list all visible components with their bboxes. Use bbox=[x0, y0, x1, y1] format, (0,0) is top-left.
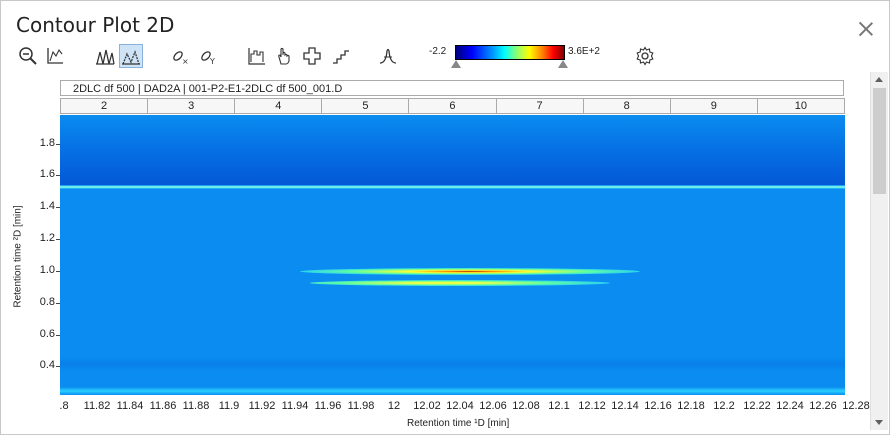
segment-label: 7 bbox=[497, 99, 584, 113]
segment-header: 2 3 4 5 6 7 8 9 10 bbox=[60, 98, 845, 114]
y-tick-label: 0.8 bbox=[39, 295, 55, 308]
window-title: Contour Plot 2D bbox=[16, 13, 175, 37]
colorbar-min-label: -2.2 bbox=[429, 46, 447, 57]
segment-label: 6 bbox=[409, 99, 497, 113]
contour-peaks-icon[interactable] bbox=[119, 44, 143, 68]
y-tick-mark bbox=[56, 302, 60, 304]
x-axis-label: Retention time ¹D [min] bbox=[407, 418, 510, 429]
scroll-up-icon[interactable] bbox=[875, 77, 883, 82]
y-tick-label: 1.2 bbox=[39, 232, 55, 245]
x-tick-label: .8 bbox=[59, 400, 69, 412]
colorbar-max-label: 3.6E+2 bbox=[568, 46, 600, 57]
svg-text:Y: Y bbox=[209, 57, 215, 66]
y-tick-mark bbox=[56, 366, 60, 368]
contour-plot-area[interactable] bbox=[60, 115, 845, 395]
x-tick-label: 11.94 bbox=[281, 400, 309, 412]
zoom-out-icon[interactable] bbox=[16, 44, 40, 68]
y-axis-label: Retention time ²D [min] bbox=[12, 205, 24, 308]
heatmap-upper-band bbox=[60, 115, 845, 185]
segment-label: 4 bbox=[235, 99, 323, 113]
colorbar-min-slider[interactable] bbox=[451, 60, 461, 68]
link-y-icon[interactable]: Y bbox=[196, 44, 220, 68]
x-tick-label: 11.92 bbox=[248, 400, 276, 412]
y-tick-label: 1.4 bbox=[39, 200, 55, 213]
y-tick-mark bbox=[56, 334, 60, 336]
y-tick-label: 1.6 bbox=[39, 168, 55, 181]
scroll-down-icon[interactable] bbox=[875, 420, 883, 425]
x-tick-label: 11.82 bbox=[83, 400, 111, 412]
x-tick-label: 12.28 bbox=[842, 400, 870, 412]
x-tick-label: 12.26 bbox=[809, 400, 837, 412]
heatmap-mid-band bbox=[60, 189, 845, 269]
y-tick-label: 0.6 bbox=[39, 327, 55, 340]
x-tick-label: 12.06 bbox=[479, 400, 507, 412]
hand-icon[interactable] bbox=[272, 44, 296, 68]
plot-info-label: 2DLC df 500 | DAD2A | 001-P2-E1-2DLC df … bbox=[60, 80, 844, 96]
y-tick-mark bbox=[56, 239, 60, 241]
segment-label: 5 bbox=[322, 99, 410, 113]
svg-text:×: × bbox=[182, 57, 189, 66]
close-icon[interactable] bbox=[858, 21, 874, 37]
segment-label: 10 bbox=[794, 100, 808, 112]
heatmap-peak-0.98 bbox=[300, 268, 640, 275]
x-tick-label: 12.04 bbox=[446, 400, 474, 412]
x-tick-label: 12.2 bbox=[713, 400, 735, 412]
colorbar bbox=[455, 45, 565, 60]
x-tick-label: 11.88 bbox=[182, 400, 210, 412]
gear-icon[interactable] bbox=[633, 44, 657, 68]
x-tick-label: 12.08 bbox=[512, 400, 540, 412]
y-tick-mark bbox=[56, 270, 60, 272]
histogram-icon[interactable] bbox=[245, 44, 269, 68]
y-tick-mark bbox=[56, 207, 60, 209]
y-tick-label: 1.8 bbox=[39, 136, 55, 149]
colorbar-max-slider[interactable] bbox=[558, 60, 568, 68]
y-tick-mark bbox=[56, 143, 60, 145]
y-tick-mark bbox=[56, 175, 60, 177]
x-tick-label: 11.96 bbox=[314, 400, 342, 412]
y-tick-label: 0.4 bbox=[39, 359, 55, 372]
step-icon[interactable] bbox=[329, 44, 353, 68]
segment-label: 8 bbox=[584, 99, 671, 113]
crosshair-icon[interactable] bbox=[300, 44, 324, 68]
x-tick-label: 12 bbox=[387, 400, 401, 412]
heatmap-bottom-line bbox=[60, 387, 845, 395]
link-x-icon[interactable]: × bbox=[168, 44, 192, 68]
x-tick-label: 11.86 bbox=[149, 400, 177, 412]
peaks-icon[interactable] bbox=[93, 44, 117, 68]
axis-icon[interactable] bbox=[43, 44, 67, 68]
vertical-scrollbar[interactable] bbox=[870, 72, 888, 430]
x-tick-label: 12.24 bbox=[776, 400, 804, 412]
x-tick-label: 12.12 bbox=[578, 400, 606, 412]
x-tick-label: 11.84 bbox=[116, 400, 144, 412]
x-tick-label: 11.98 bbox=[347, 400, 375, 412]
x-tick-label: 12.14 bbox=[611, 400, 639, 412]
segment-label: 9 bbox=[671, 99, 758, 113]
y-tick-label: 1.0 bbox=[39, 263, 55, 276]
x-tick-label: 12.18 bbox=[677, 400, 705, 412]
x-tick-label: 11.9 bbox=[218, 400, 240, 412]
heatmap-lower-band bbox=[60, 357, 845, 371]
x-tick-label: 12.1 bbox=[548, 400, 570, 412]
x-tick-label: 12.02 bbox=[413, 400, 441, 412]
peak-shape-icon[interactable] bbox=[376, 44, 400, 68]
segment-label: 2 bbox=[61, 99, 149, 113]
scrollbar-thumb[interactable] bbox=[873, 88, 886, 194]
x-tick-label: 12.22 bbox=[743, 400, 771, 412]
x-tick-label: 12.16 bbox=[644, 400, 672, 412]
heatmap-line-1.49 bbox=[60, 185, 845, 189]
heatmap-peak-0.91 bbox=[310, 280, 610, 286]
segment-label: 3 bbox=[148, 99, 236, 113]
